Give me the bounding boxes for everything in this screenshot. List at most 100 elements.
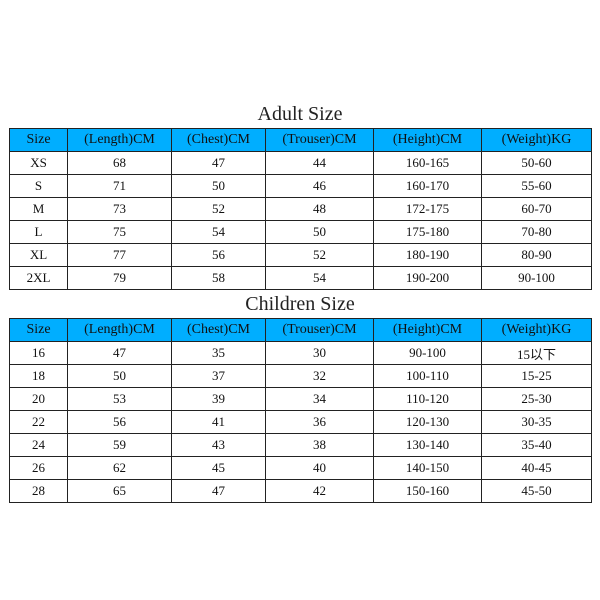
cell-trouser: 46: [266, 175, 374, 198]
table-row: 24594338130-14035-40: [10, 434, 592, 457]
hdr-chest: (Chest)CM: [172, 129, 266, 152]
cell-trouser: 52: [266, 244, 374, 267]
hdr-size: Size: [10, 319, 68, 342]
cell-trouser: 50: [266, 221, 374, 244]
cell-weight: 55-60: [482, 175, 592, 198]
cell-chest: 41: [172, 411, 266, 434]
cell-trouser: 30: [266, 342, 374, 365]
cell-trouser: 42: [266, 480, 374, 503]
cell-length: 59: [68, 434, 172, 457]
cell-weight: 50-60: [482, 152, 592, 175]
cell-size: L: [10, 221, 68, 244]
cell-size: S: [10, 175, 68, 198]
cell-weight: 60-70: [482, 198, 592, 221]
adult-header-row: Size (Length)CM (Chest)CM (Trouser)CM (H…: [10, 129, 592, 152]
size-chart-page: Adult Size Size (Length)CM (Chest)CM (Tr…: [0, 0, 600, 600]
adult-title: Adult Size: [0, 100, 600, 128]
cell-height: 180-190: [374, 244, 482, 267]
cell-chest: 45: [172, 457, 266, 480]
cell-length: 65: [68, 480, 172, 503]
adult-thead: Size (Length)CM (Chest)CM (Trouser)CM (H…: [10, 129, 592, 152]
cell-length: 77: [68, 244, 172, 267]
cell-trouser: 32: [266, 365, 374, 388]
hdr-trouser: (Trouser)CM: [266, 129, 374, 152]
cell-length: 75: [68, 221, 172, 244]
hdr-length: (Length)CM: [68, 129, 172, 152]
table-row: 1647353090-10015以下: [10, 342, 592, 365]
cell-size: 16: [10, 342, 68, 365]
cell-weight: 40-45: [482, 457, 592, 480]
adult-table: Size (Length)CM (Chest)CM (Trouser)CM (H…: [9, 128, 592, 290]
cell-chest: 35: [172, 342, 266, 365]
cell-height: 110-120: [374, 388, 482, 411]
cell-chest: 39: [172, 388, 266, 411]
hdr-height: (Height)CM: [374, 319, 482, 342]
cell-trouser: 34: [266, 388, 374, 411]
cell-size: 18: [10, 365, 68, 388]
cell-height: 140-150: [374, 457, 482, 480]
table-row: M735248172-17560-70: [10, 198, 592, 221]
table-row: L755450175-18070-80: [10, 221, 592, 244]
hdr-chest: (Chest)CM: [172, 319, 266, 342]
hdr-trouser: (Trouser)CM: [266, 319, 374, 342]
cell-size: 2XL: [10, 267, 68, 290]
cell-size: 22: [10, 411, 68, 434]
cell-length: 73: [68, 198, 172, 221]
cell-height: 100-110: [374, 365, 482, 388]
cell-trouser: 54: [266, 267, 374, 290]
cell-height: 175-180: [374, 221, 482, 244]
cell-height: 90-100: [374, 342, 482, 365]
cell-weight: 35-40: [482, 434, 592, 457]
cell-weight: 90-100: [482, 267, 592, 290]
cell-height: 160-170: [374, 175, 482, 198]
children-table: Size (Length)CM (Chest)CM (Trouser)CM (H…: [9, 318, 592, 503]
cell-size: 20: [10, 388, 68, 411]
children-header-row: Size (Length)CM (Chest)CM (Trouser)CM (H…: [10, 319, 592, 342]
table-row: XL775652180-19080-90: [10, 244, 592, 267]
cell-length: 47: [68, 342, 172, 365]
table-row: 22564136120-13030-35: [10, 411, 592, 434]
hdr-weight: (Weight)KG: [482, 319, 592, 342]
hdr-size: Size: [10, 129, 68, 152]
table-row: XS684744160-16550-60: [10, 152, 592, 175]
cell-chest: 47: [172, 480, 266, 503]
cell-weight: 25-30: [482, 388, 592, 411]
cell-size: XL: [10, 244, 68, 267]
cell-height: 190-200: [374, 267, 482, 290]
hdr-height: (Height)CM: [374, 129, 482, 152]
cell-length: 50: [68, 365, 172, 388]
cell-size: M: [10, 198, 68, 221]
table-row: S715046160-17055-60: [10, 175, 592, 198]
cell-size: 24: [10, 434, 68, 457]
table-row: 20533934110-12025-30: [10, 388, 592, 411]
cell-trouser: 48: [266, 198, 374, 221]
hdr-weight: (Weight)KG: [482, 129, 592, 152]
cell-length: 62: [68, 457, 172, 480]
cell-weight: 70-80: [482, 221, 592, 244]
cell-weight: 30-35: [482, 411, 592, 434]
cell-trouser: 40: [266, 457, 374, 480]
cell-size: XS: [10, 152, 68, 175]
children-tbody: 1647353090-10015以下18503732100-11015-2520…: [10, 342, 592, 503]
cell-height: 172-175: [374, 198, 482, 221]
cell-chest: 58: [172, 267, 266, 290]
cell-height: 130-140: [374, 434, 482, 457]
table-row: 2XL795854190-20090-100: [10, 267, 592, 290]
cell-trouser: 36: [266, 411, 374, 434]
cell-length: 53: [68, 388, 172, 411]
cell-length: 79: [68, 267, 172, 290]
table-row: 28654742150-16045-50: [10, 480, 592, 503]
cell-chest: 56: [172, 244, 266, 267]
hdr-length: (Length)CM: [68, 319, 172, 342]
cell-chest: 47: [172, 152, 266, 175]
cell-length: 56: [68, 411, 172, 434]
cell-chest: 50: [172, 175, 266, 198]
children-title: Children Size: [0, 290, 600, 318]
cell-weight: 15以下: [482, 342, 592, 365]
cell-height: 150-160: [374, 480, 482, 503]
cell-trouser: 44: [266, 152, 374, 175]
table-row: 18503732100-11015-25: [10, 365, 592, 388]
cell-size: 28: [10, 480, 68, 503]
cell-length: 68: [68, 152, 172, 175]
adult-tbody: XS684744160-16550-60S715046160-17055-60M…: [10, 152, 592, 290]
